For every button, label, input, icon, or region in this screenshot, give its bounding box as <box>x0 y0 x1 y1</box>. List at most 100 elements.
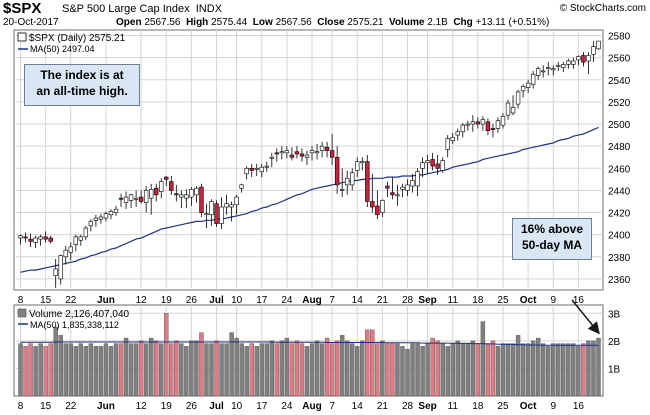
candle-body <box>350 172 355 186</box>
volume-bar <box>490 340 496 397</box>
volume-bar <box>174 340 179 397</box>
ticker-symbol: $SPX <box>3 0 42 17</box>
quote-summary: Open 2567.56 High 2575.44 Low 2567.56 Cl… <box>116 17 549 28</box>
volume-tick-label: 1B <box>608 364 621 375</box>
x-tick-label: 8 <box>18 295 24 306</box>
candle-body <box>460 124 465 133</box>
candle-body <box>189 189 194 198</box>
candle-body <box>500 115 506 126</box>
candle-body <box>485 121 491 131</box>
price-tick-label: 2580 <box>608 32 631 43</box>
candle-body <box>199 186 204 213</box>
volume-bar <box>88 343 94 397</box>
annotation-all-time-high: The index is at an all-time high. <box>24 64 140 106</box>
high-label: High <box>186 17 209 28</box>
candle-body <box>294 151 300 155</box>
volume-bar <box>546 346 551 397</box>
price-tick-label: 2460 <box>608 164 631 175</box>
candle-body <box>143 190 149 203</box>
candle-body <box>319 145 325 151</box>
volume-bar <box>244 346 249 397</box>
x-tick-label: 24 <box>281 295 293 306</box>
candle-body <box>385 185 390 189</box>
quote-date: 20-Oct-2017 <box>3 17 59 28</box>
x-tick-label: 16 <box>573 401 585 412</box>
x-tick-label: 8 <box>18 401 24 412</box>
volume-bar <box>299 343 305 397</box>
open-value: 2567.56 <box>144 17 181 28</box>
volume-bar <box>53 326 58 397</box>
volume-bar <box>450 343 455 397</box>
volume-bar <box>199 332 204 397</box>
volume-bar <box>455 340 460 397</box>
volume-bar <box>103 343 109 397</box>
volume-bar <box>28 343 33 397</box>
volume-bar <box>465 343 471 397</box>
volume-bar <box>274 343 280 397</box>
x-tick-label: 18 <box>472 295 484 306</box>
price-tick-label: 2520 <box>608 98 631 109</box>
volume-bar <box>420 346 425 397</box>
volume-bar <box>339 335 345 397</box>
volume-bar <box>63 343 68 397</box>
volume-bar <box>18 343 23 397</box>
candle-body <box>118 197 124 200</box>
x-tick-label: 12 <box>136 295 148 306</box>
high-value: 2575.44 <box>211 17 248 28</box>
volume-tick-label: 3B <box>608 309 621 320</box>
x-tick-label: 24 <box>281 401 293 412</box>
candle-body <box>355 161 360 171</box>
x-tick-label: 18 <box>472 401 484 412</box>
candle-body <box>370 201 375 208</box>
volume-bar <box>68 343 73 397</box>
open-label: Open <box>116 17 142 28</box>
candle-body <box>239 184 244 189</box>
price-tick-label: 2360 <box>608 275 631 286</box>
candle-body <box>149 189 154 199</box>
x-tick-label: Jul <box>209 295 224 306</box>
volume-bar <box>204 343 209 397</box>
candle-body <box>329 150 335 158</box>
volume-bar <box>586 340 591 397</box>
volume-bar <box>259 343 264 397</box>
candle-body <box>78 236 84 241</box>
x-tick-label: 7 <box>329 295 335 306</box>
volume-bar <box>83 346 89 397</box>
candle-body <box>420 162 425 169</box>
volume-bar <box>309 343 315 397</box>
ma50-line <box>20 126 599 273</box>
volume-bar <box>48 343 53 397</box>
volume-bar <box>123 337 129 397</box>
volume-bar <box>591 340 596 397</box>
candle-body <box>520 86 526 92</box>
x-tick-label: 14 <box>352 295 364 306</box>
volume-bar <box>510 343 516 397</box>
candle-body <box>279 151 285 154</box>
volume-bar <box>355 346 360 397</box>
volume-bar <box>239 343 244 397</box>
volume-bar <box>576 346 581 397</box>
x-tick-label: 10 <box>231 295 243 306</box>
volume-bar <box>189 340 194 397</box>
candle-body <box>435 163 440 169</box>
x-tick-label: 22 <box>65 401 77 412</box>
x-tick-label: 25 <box>497 295 509 306</box>
volume-bar <box>113 343 119 397</box>
security-name: S&P 500 Large Cap Index INDX <box>62 3 222 15</box>
candle-body <box>345 177 350 186</box>
x-tick-label: 9 <box>550 295 556 306</box>
volume-bar <box>33 346 38 397</box>
candle-body <box>576 56 581 61</box>
volume-bar <box>143 343 149 397</box>
candle-body <box>304 154 310 158</box>
volume-bar <box>284 337 290 397</box>
annotation-line: The index is at <box>40 68 124 82</box>
candle-body <box>566 60 571 65</box>
candle-body <box>219 206 224 224</box>
x-tick-label: 12 <box>136 401 148 412</box>
volume-bar <box>249 343 254 397</box>
candle-body <box>123 196 129 203</box>
volume-bar <box>435 340 440 397</box>
volume-bar <box>475 343 481 397</box>
volume-bar <box>380 340 385 397</box>
